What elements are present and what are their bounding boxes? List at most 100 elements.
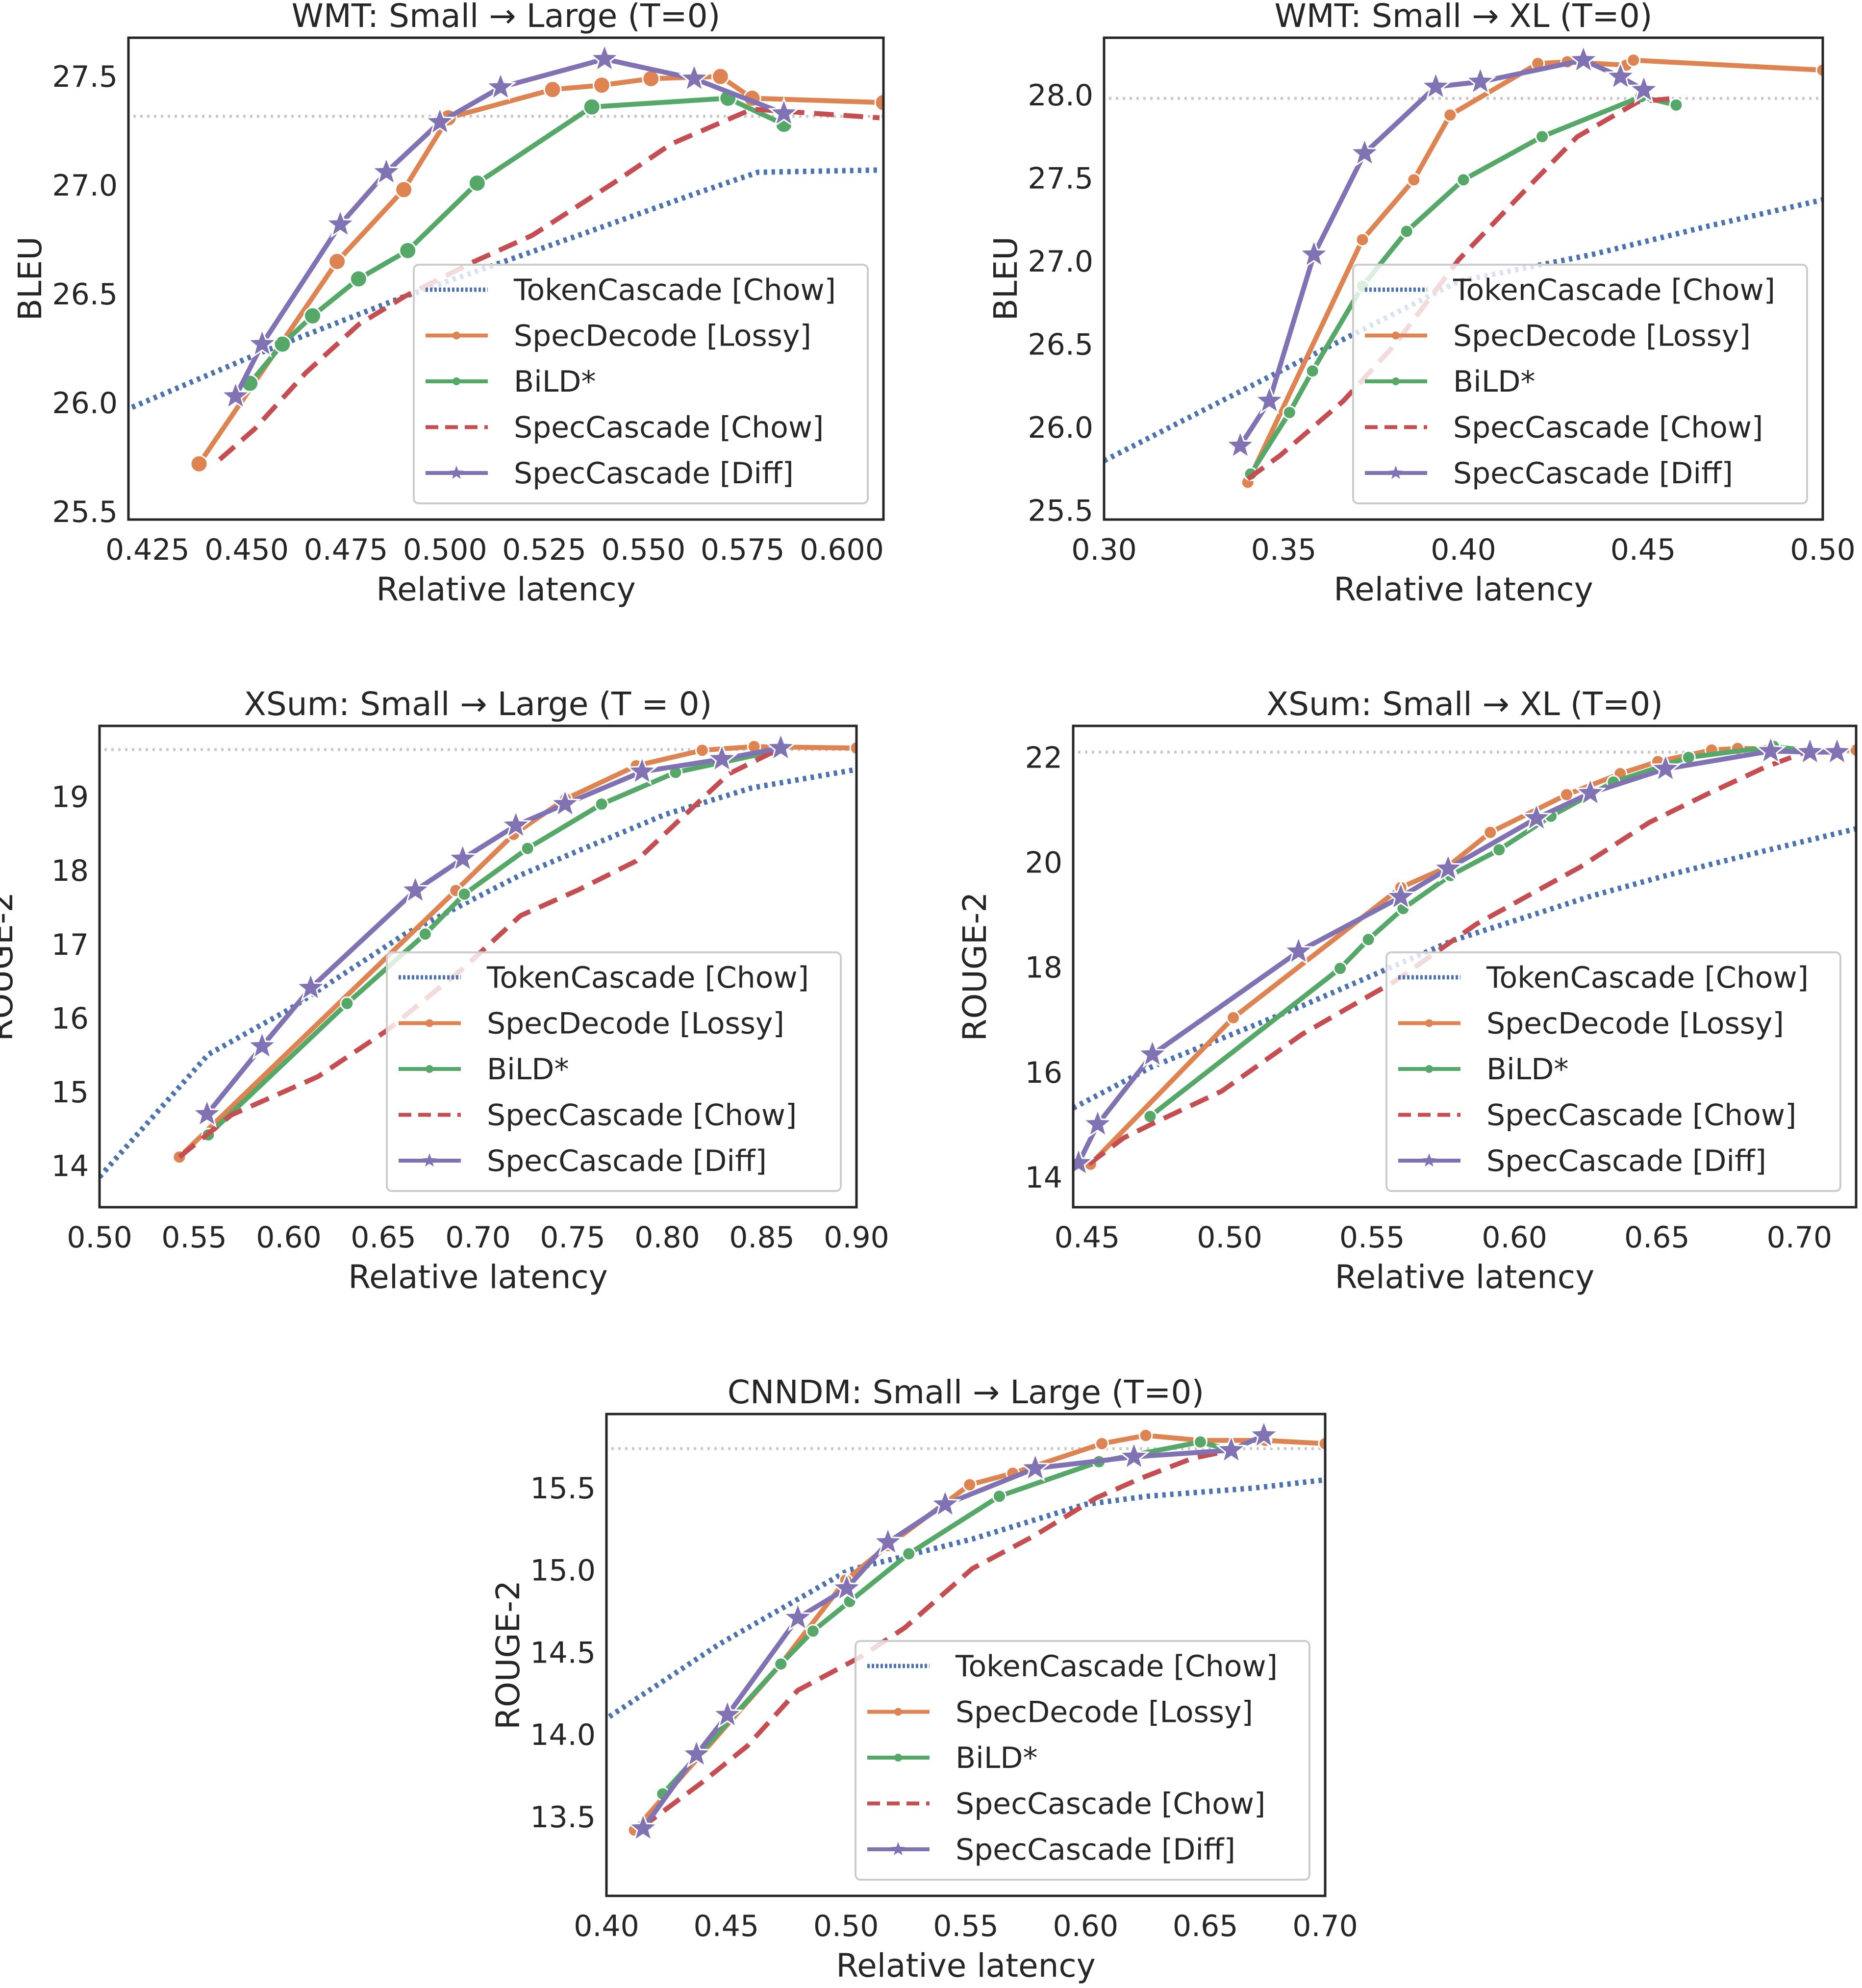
- legend-label: SpecCascade [Chow]: [1453, 411, 1763, 445]
- data-point: [1407, 173, 1421, 187]
- legend-marker: [1425, 1019, 1433, 1027]
- legend-label: TokenCascade [Chow]: [1453, 273, 1775, 307]
- data-point: [520, 841, 535, 856]
- data-point: [273, 335, 292, 353]
- series-line-specdecode-lossy: [176, 744, 856, 1160]
- data-point: [1492, 843, 1507, 857]
- data-point: [711, 67, 730, 86]
- legend-marker: [1392, 377, 1400, 385]
- data-point-star: [1136, 1038, 1169, 1069]
- y-axis-label: ROUGE-2: [956, 892, 994, 1042]
- data-point-star: [627, 1812, 659, 1842]
- x-tick-label: 0.40: [1431, 533, 1496, 567]
- legend: TokenCascade [Chow] SpecDecode [Lossy] BiL…: [1352, 264, 1808, 504]
- legend-marker: [426, 1065, 433, 1073]
- data-point: [418, 927, 432, 942]
- legend-marker: [1392, 331, 1400, 340]
- series-line-speccascade-chow: [638, 1447, 1232, 1831]
- chart-title: WMT: Small → Large (T=0): [292, 0, 721, 35]
- series-line-tokencascade-chow: [131, 167, 880, 410]
- x-tick-label: 0.575: [701, 533, 785, 567]
- data-point: [1626, 53, 1641, 68]
- data-point: [774, 1657, 788, 1671]
- axes-frame: [605, 1413, 1327, 1897]
- x-tick-label: 0.65: [1173, 1909, 1238, 1943]
- data-point-star: [1384, 880, 1417, 911]
- legend-label: SpecDecode [Lossy]: [487, 1007, 784, 1041]
- data-point-star: [447, 842, 479, 872]
- data-point: [468, 174, 486, 193]
- y-tick-label: 14: [51, 1149, 89, 1184]
- data-point-star: [626, 755, 658, 786]
- legend: TokenCascade [Chow] SpecDecode [Lossy] BiL…: [1385, 951, 1841, 1192]
- data-point-star: [711, 1698, 744, 1729]
- data-point: [1669, 98, 1684, 112]
- x-tick-label: 0.45: [1055, 1220, 1120, 1255]
- data-point-star: [1821, 735, 1853, 766]
- data-point-star: [1628, 73, 1660, 104]
- data-point: [457, 887, 472, 901]
- legend-label: BiLD*: [1453, 365, 1535, 399]
- legend-label: SpecDecode [Lossy]: [956, 1695, 1253, 1730]
- y-tick-label: 15.5: [530, 1471, 596, 1506]
- data-point: [340, 996, 354, 1011]
- y-tick-label: 15.0: [530, 1554, 596, 1588]
- x-axis-label: Relative latency: [1335, 1258, 1595, 1296]
- x-tick-label: 0.85: [729, 1220, 795, 1255]
- data-point: [1483, 825, 1498, 840]
- data-point: [1535, 129, 1550, 144]
- data-point-star: [484, 70, 517, 101]
- data-point: [1815, 63, 1823, 77]
- data-point: [582, 98, 601, 116]
- x-tick-label: 0.55: [161, 1220, 227, 1255]
- legend-marker: [453, 331, 460, 340]
- y-axis-label: BLEU: [987, 236, 1025, 321]
- legend-box: [1385, 951, 1841, 1192]
- data-point: [1282, 405, 1297, 420]
- data-point-star: [872, 1525, 904, 1556]
- x-tick-label: 0.65: [1624, 1220, 1690, 1255]
- data-point-star: [549, 787, 581, 818]
- y-tick-label: 15: [51, 1075, 89, 1110]
- x-tick-label: 0.50: [67, 1220, 132, 1255]
- data-point: [1361, 932, 1376, 947]
- legend-marker: [453, 377, 460, 385]
- data-point-star: [1432, 852, 1464, 883]
- legend-label: SpecCascade [Diff]: [1486, 1144, 1766, 1178]
- axes-frame: [98, 724, 858, 1209]
- legend-label: SpecCascade [Diff]: [487, 1144, 767, 1178]
- data-point: [992, 1489, 1006, 1504]
- plot-area: [100, 731, 856, 1179]
- x-tick-label: 0.500: [403, 533, 487, 567]
- series-line-speccascade-chow: [177, 748, 777, 1159]
- data-point: [1305, 364, 1320, 378]
- y-tick-label: 14.0: [530, 1718, 596, 1752]
- data-point-star: [399, 873, 431, 904]
- data-point-star: [678, 62, 710, 93]
- legend-label: BiLD*: [1486, 1052, 1568, 1087]
- data-point-star: [781, 1601, 814, 1632]
- data-point: [1333, 961, 1348, 976]
- chart-title: WMT: Small → XL (T=0): [1274, 0, 1652, 35]
- data-point-star: [191, 1097, 223, 1128]
- data-point: [1355, 232, 1370, 247]
- data-point-star: [246, 1029, 278, 1060]
- chart-title: XSum: Small → XL (T=0): [1266, 685, 1663, 723]
- legend-marker-star: [1388, 466, 1403, 479]
- y-tick-label: 27.0: [1028, 245, 1093, 279]
- x-tick-label: 0.80: [634, 1220, 700, 1255]
- x-tick-label: 0.75: [540, 1220, 605, 1255]
- data-point-star: [680, 1738, 713, 1768]
- data-point-star: [929, 1488, 961, 1518]
- data-point-star: [830, 1571, 863, 1602]
- legend: TokenCascade [Chow] SpecDecode [Lossy] BiL…: [413, 264, 869, 504]
- legend-label: SpecCascade [Chow]: [1486, 1098, 1796, 1133]
- chart-panel-4: XSum: Small → XL (T=0) 0.45 0.50 0.55 0.60 0.…: [956, 685, 1858, 1296]
- data-point: [543, 80, 562, 99]
- y-tick-label: 14: [1025, 1161, 1062, 1195]
- y-tick-label: 14.5: [530, 1636, 596, 1670]
- data-point-star: [1755, 734, 1787, 765]
- y-tick-label: 13.5: [530, 1800, 596, 1835]
- legend-marker-star: [891, 1842, 906, 1856]
- legend-label: SpecCascade [Chow]: [514, 411, 824, 445]
